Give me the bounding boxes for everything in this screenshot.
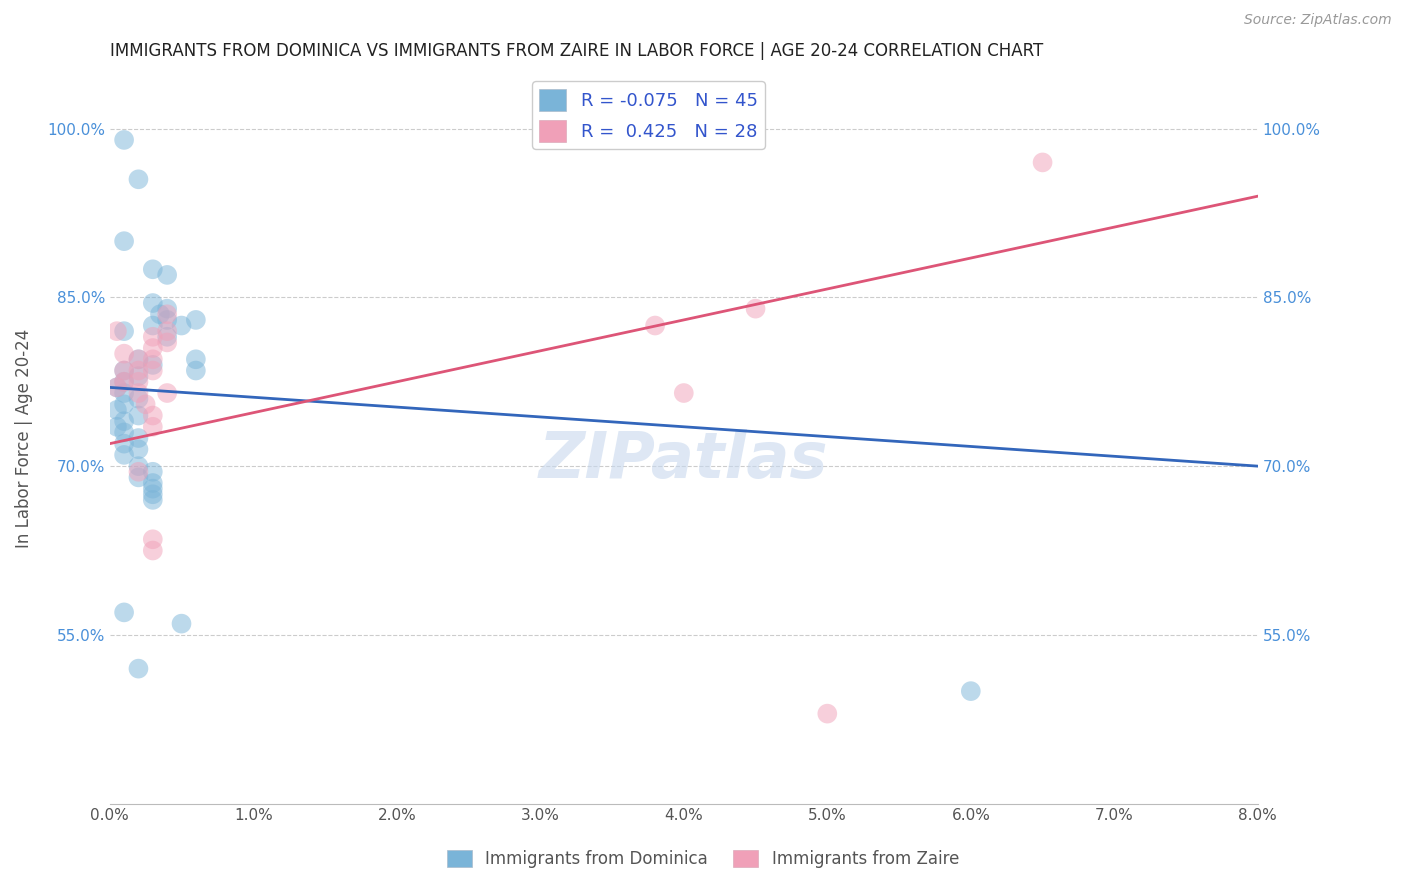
Point [127,352,149,367]
Point [112,346,135,360]
Legend: R = -0.075   N = 45, R =  0.425   N = 28: R = -0.075 N = 45, R = 0.425 N = 28 [531,81,765,149]
Point [105,380,128,394]
Point [142,363,165,377]
Point [142,533,165,547]
Point [112,414,135,428]
Point [112,397,135,411]
Point [105,380,128,394]
Point [127,431,149,445]
Point [112,606,135,620]
Point [142,476,165,491]
Point [127,465,149,479]
Point [127,363,149,377]
Point [127,352,149,367]
Point [156,324,179,338]
Point [127,386,149,401]
Point [127,470,149,484]
Point [105,324,128,338]
Point [112,324,135,338]
Point [127,172,149,186]
Point [184,352,207,367]
Point [156,335,179,350]
Point [105,419,128,434]
Point [142,330,165,344]
Point [156,301,179,316]
Point [672,386,695,401]
Point [112,425,135,440]
Point [112,448,135,462]
Point [142,487,165,501]
Legend: Immigrants from Dominica, Immigrants from Zaire: Immigrants from Dominica, Immigrants fro… [440,843,966,875]
Point [142,492,165,507]
Point [156,313,179,327]
Text: ZIPatlas: ZIPatlas [538,429,828,491]
Point [127,442,149,457]
Point [149,307,172,321]
Point [135,397,157,411]
Point [112,363,135,377]
Point [142,341,165,355]
Point [156,268,179,282]
Point [112,234,135,248]
Point [127,662,149,676]
Point [1032,155,1054,169]
Point [156,330,179,344]
Point [644,318,666,333]
Point [112,375,135,389]
Y-axis label: In Labor Force | Age 20-24: In Labor Force | Age 20-24 [15,328,32,548]
Point [127,409,149,423]
Point [184,313,207,327]
Point [184,363,207,377]
Point [815,706,838,721]
Point [127,392,149,406]
Point [142,465,165,479]
Point [112,133,135,147]
Point [142,543,165,558]
Point [959,684,981,698]
Point [142,318,165,333]
Text: IMMIGRANTS FROM DOMINICA VS IMMIGRANTS FROM ZAIRE IN LABOR FORCE | AGE 20-24 COR: IMMIGRANTS FROM DOMINICA VS IMMIGRANTS F… [110,42,1043,60]
Point [142,409,165,423]
Point [142,352,165,367]
Point [112,386,135,401]
Point [170,616,193,631]
Point [127,375,149,389]
Point [142,419,165,434]
Point [105,403,128,417]
Point [170,318,193,333]
Point [112,363,135,377]
Point [112,436,135,450]
Point [156,307,179,321]
Point [127,459,149,474]
Point [142,358,165,372]
Point [142,262,165,277]
Point [142,296,165,310]
Point [744,301,766,316]
Point [112,375,135,389]
Point [127,369,149,384]
Text: Source: ZipAtlas.com: Source: ZipAtlas.com [1244,13,1392,28]
Point [142,482,165,496]
Point [156,386,179,401]
